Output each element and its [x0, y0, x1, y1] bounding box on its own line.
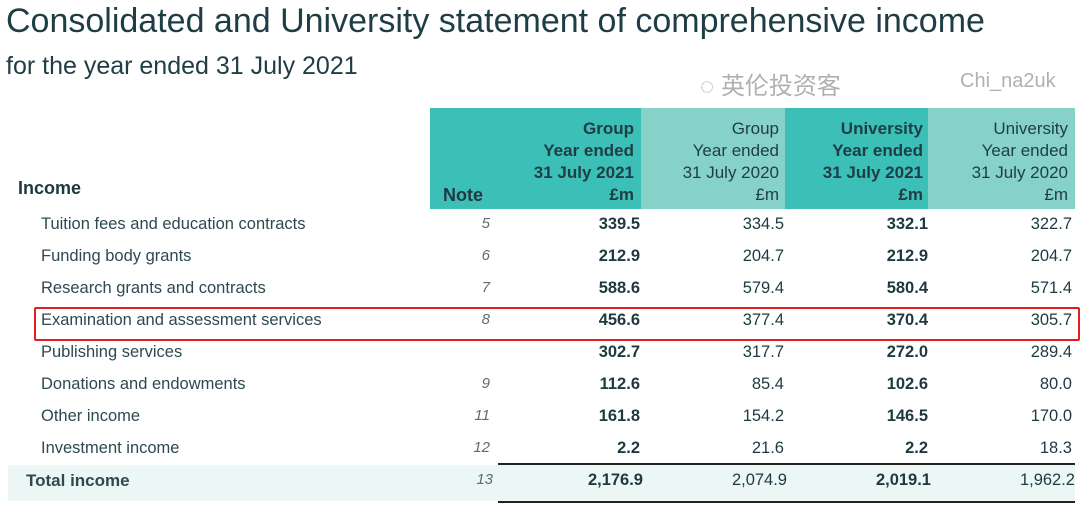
value-university-2020: 289.4: [1030, 343, 1072, 361]
total-row: Total income 13 2,176.9 2,074.9 2,019.1 …: [8, 465, 1075, 501]
table-row: Donations and endowments 9 112.6 85.4 10…: [0, 369, 1080, 401]
total-line: [498, 501, 1075, 503]
value-group-2021: 212.9: [598, 247, 640, 265]
value-group-2021: 161.8: [598, 407, 640, 425]
value-group-2020: 317.7: [742, 343, 784, 361]
value-group-2020: 21.6: [751, 439, 784, 457]
value-university-2021: 146.5: [886, 407, 928, 425]
header-band-group-2020: [641, 108, 785, 209]
value-university-2020: 204.7: [1030, 247, 1072, 265]
table-row: Publishing services 302.7 317.7 272.0 28…: [0, 337, 1080, 369]
subtotal-line: [498, 463, 1075, 465]
table-row: Examination and assessment services 8 45…: [0, 305, 1080, 337]
header-group-2020: Group Year ended 31 July 2020 £m: [682, 119, 779, 204]
row-label: Tuition fees and education contracts: [41, 215, 306, 233]
row-note: 5: [481, 215, 490, 232]
header-university-2020: University Year ended 31 July 2020 £m: [971, 119, 1068, 204]
value-university-2020: 571.4: [1030, 279, 1072, 297]
value-group-2020: 154.2: [742, 407, 784, 425]
table-row: Research grants and contracts 7 588.6 57…: [0, 273, 1080, 305]
total-university-2020: 1,962.2: [1019, 471, 1075, 489]
row-note: 7: [481, 279, 490, 296]
watermark-id: Chi_na2uk: [960, 70, 1056, 92]
value-university-2020: 305.7: [1030, 311, 1072, 329]
total-group-2021: 2,176.9: [587, 471, 643, 489]
row-note: 6: [481, 247, 490, 264]
value-group-2021: 339.5: [598, 215, 640, 233]
header-band-university-2020: [928, 108, 1075, 209]
value-group-2020: 204.7: [742, 247, 784, 265]
value-group-2020: 85.4: [751, 375, 784, 393]
wechat-icon: ◌: [700, 73, 715, 100]
table-row: Funding body grants 6 212.9 204.7 212.9 …: [0, 241, 1080, 273]
value-group-2020: 377.4: [742, 311, 784, 329]
row-label: Research grants and contracts: [41, 279, 266, 297]
row-label: Funding body grants: [41, 247, 192, 265]
value-university-2021: 102.6: [886, 375, 928, 393]
page-title: Consolidated and University statement of…: [6, 2, 985, 40]
value-group-2021: 2.2: [617, 439, 640, 457]
row-label: Donations and endowments: [41, 375, 246, 393]
value-university-2020: 322.7: [1030, 215, 1072, 233]
value-university-2021: 332.1: [886, 215, 928, 233]
row-note: 8: [481, 311, 490, 328]
total-note: 13: [476, 471, 493, 488]
header-group-2021: Group Year ended 31 July 2021 £m: [533, 119, 634, 204]
value-university-2021: 580.4: [886, 279, 928, 297]
table-row: Tuition fees and education contracts 5 3…: [0, 209, 1080, 241]
row-label: Investment income: [41, 439, 180, 457]
total-university-2021: 2,019.1: [875, 471, 931, 489]
header-university-2021: University Year ended 31 July 2021 £m: [822, 119, 923, 204]
value-university-2021: 212.9: [886, 247, 928, 265]
header-band-group-2021: [430, 108, 641, 209]
row-note: 12: [473, 439, 490, 456]
row-label: Examination and assessment services: [41, 311, 322, 329]
highlight-box: [34, 307, 1080, 341]
note-header: Note: [443, 185, 483, 205]
row-label: Publishing services: [41, 343, 183, 361]
watermark-logo: ◌ 英伦投资客: [700, 66, 841, 101]
table-row: Investment income 12 2.2 21.6 2.2 18.3: [0, 433, 1080, 465]
value-university-2021: 370.4: [886, 311, 928, 329]
value-university-2020: 80.0: [1039, 375, 1072, 393]
section-heading: Income: [18, 178, 82, 198]
value-university-2021: 2.2: [905, 439, 928, 457]
value-group-2021: 302.7: [598, 343, 640, 361]
total-group-2020: 2,074.9: [731, 471, 787, 489]
value-group-2020: 579.4: [742, 279, 784, 297]
header-band-university-2021: [785, 108, 928, 209]
value-group-2020: 334.5: [742, 215, 784, 233]
value-group-2021: 456.6: [598, 311, 640, 329]
total-label: Total income: [26, 471, 130, 490]
value-university-2020: 18.3: [1039, 439, 1072, 457]
row-label: Other income: [41, 407, 141, 425]
page-subtitle: for the year ended 31 July 2021: [6, 52, 358, 80]
value-group-2021: 112.6: [599, 375, 640, 393]
value-university-2020: 170.0: [1030, 407, 1072, 425]
watermark-text: 英伦投资客: [720, 73, 841, 100]
row-note: 11: [474, 407, 490, 424]
value-university-2021: 272.0: [886, 343, 928, 361]
row-note: 9: [481, 375, 490, 392]
value-group-2021: 588.6: [598, 279, 640, 297]
table-row: Other income 11 161.8 154.2 146.5 170.0: [0, 401, 1080, 433]
